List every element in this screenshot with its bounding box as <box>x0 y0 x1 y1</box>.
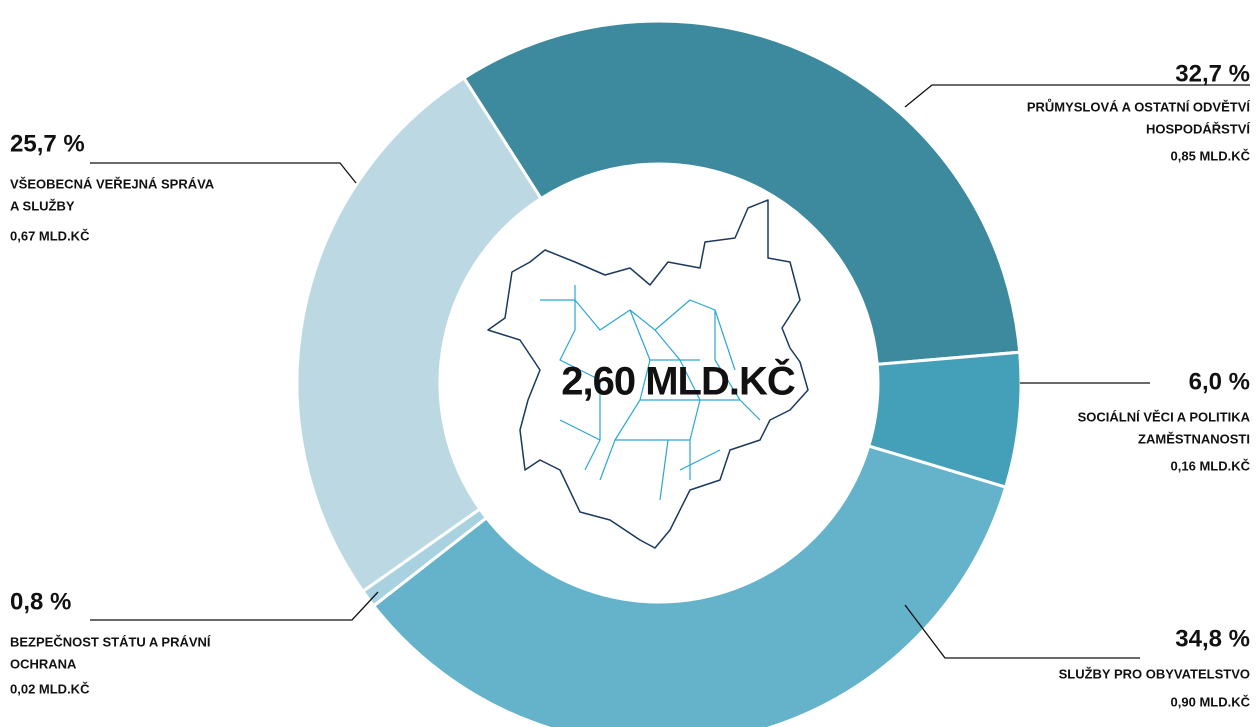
amount-label: 0,02 MLD.KČ <box>10 681 90 696</box>
percent-label: 32,7 % <box>1175 60 1250 87</box>
slices <box>295 19 1023 727</box>
category-label: SOCIÁLNÍ VĚCI A POLITIKA <box>1078 409 1251 424</box>
slice <box>461 19 1022 366</box>
category-label: SLUŽBY PRO OBYVATELSTVO <box>1059 666 1250 681</box>
leader-line <box>90 591 379 621</box>
category-label: OCHRANA <box>10 656 77 671</box>
slice <box>371 444 1008 727</box>
category-label: PRŮMYSLOVÁ A OSTATNÍ ODVĚTVÍ <box>1027 98 1251 114</box>
leader-line <box>90 162 357 184</box>
leader-line <box>904 604 1140 659</box>
category-label: ZAMĚSTNANOSTI <box>1138 431 1250 446</box>
percent-label: 34,8 % <box>1175 625 1250 652</box>
percent-label: 0,8 % <box>10 588 71 615</box>
percent-label: 6,0 % <box>1189 368 1250 395</box>
category-label: A SLUŽBY <box>10 198 75 213</box>
amount-label: 0,90 MLD.KČ <box>1171 694 1251 709</box>
map-outline <box>487 199 809 549</box>
category-label: BEZPEČNOST STÁTU A PRÁVNÍ <box>10 634 211 649</box>
center-label: 2,60 MLD.KČ <box>561 358 795 404</box>
amount-label: 0,16 MLD.KČ <box>1171 458 1251 473</box>
slice <box>295 75 544 594</box>
leader-line <box>904 84 1250 108</box>
category-label: HOSPODÁŘSTVÍ <box>1146 121 1250 136</box>
category-label: VŠEOBECNÁ VEŘEJNÁ SPRÁVA <box>10 176 215 191</box>
labels: 32,7 % PRŮMYSLOVÁ A OSTATNÍ ODVĚTVÍ HOSPOD… <box>10 60 1251 709</box>
percent-label: 25,7 % <box>10 130 85 157</box>
map <box>487 199 809 549</box>
map-districts <box>540 285 761 501</box>
amount-label: 0,67 MLD.KČ <box>10 228 90 243</box>
amount-label: 0,85 MLD.KČ <box>1171 148 1251 163</box>
